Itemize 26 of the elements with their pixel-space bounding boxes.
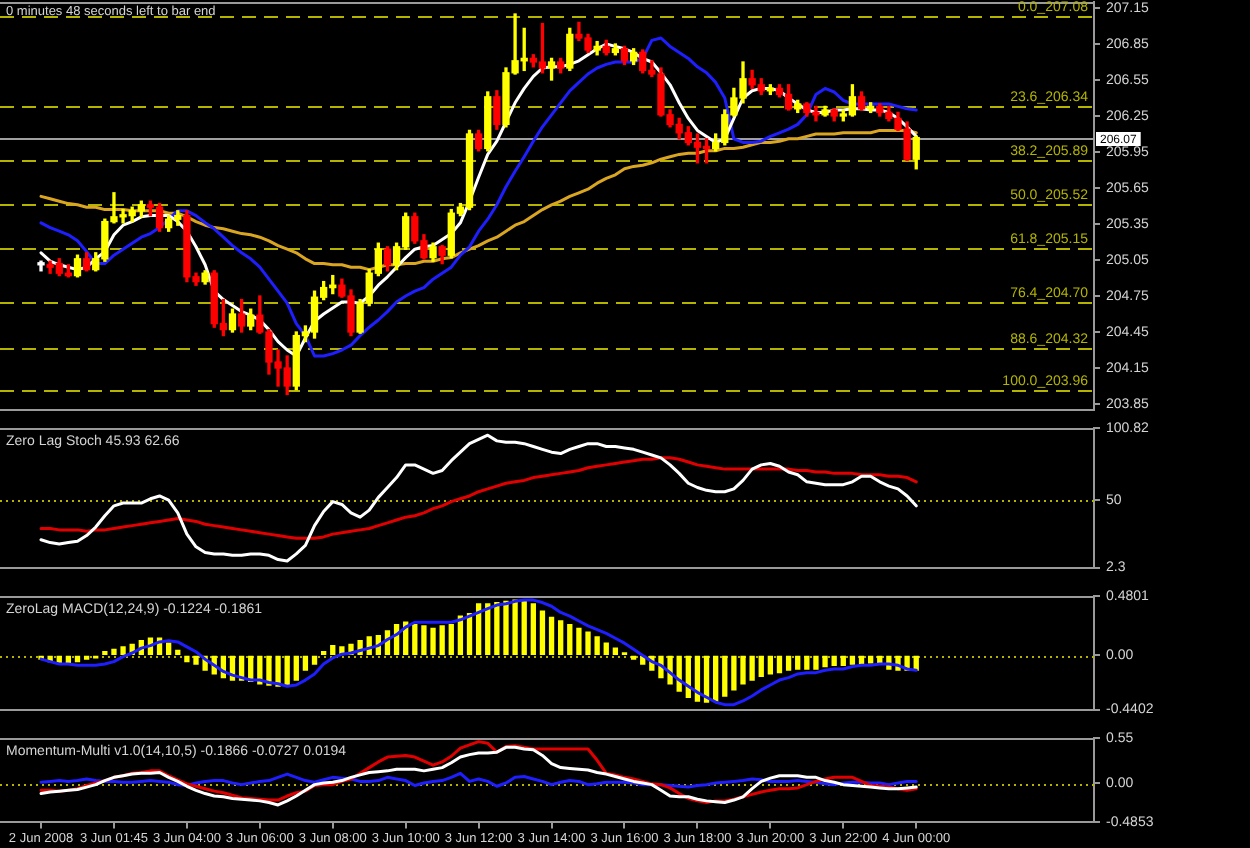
bar: [776, 655, 783, 674]
bar: [311, 655, 318, 665]
bar: [412, 624, 418, 656]
bar: [293, 655, 299, 681]
bar: [558, 620, 564, 656]
bar: [831, 655, 837, 666]
bar: [713, 655, 719, 702]
bar: [530, 603, 536, 656]
bar: [603, 642, 609, 656]
bar: [448, 624, 454, 656]
bar: [722, 655, 728, 697]
bar: [302, 655, 309, 671]
bar: [785, 655, 792, 671]
bar: [849, 655, 856, 665]
bar: [795, 655, 801, 670]
bar: [767, 655, 774, 675]
bar: [612, 647, 619, 656]
bar: [567, 624, 573, 656]
bar: [804, 655, 810, 670]
bar: [758, 655, 764, 678]
bar: [166, 642, 172, 656]
bar: [539, 610, 546, 656]
bar: [840, 655, 846, 666]
bar: [330, 644, 336, 656]
bar: [521, 599, 527, 656]
bar: [548, 616, 555, 656]
